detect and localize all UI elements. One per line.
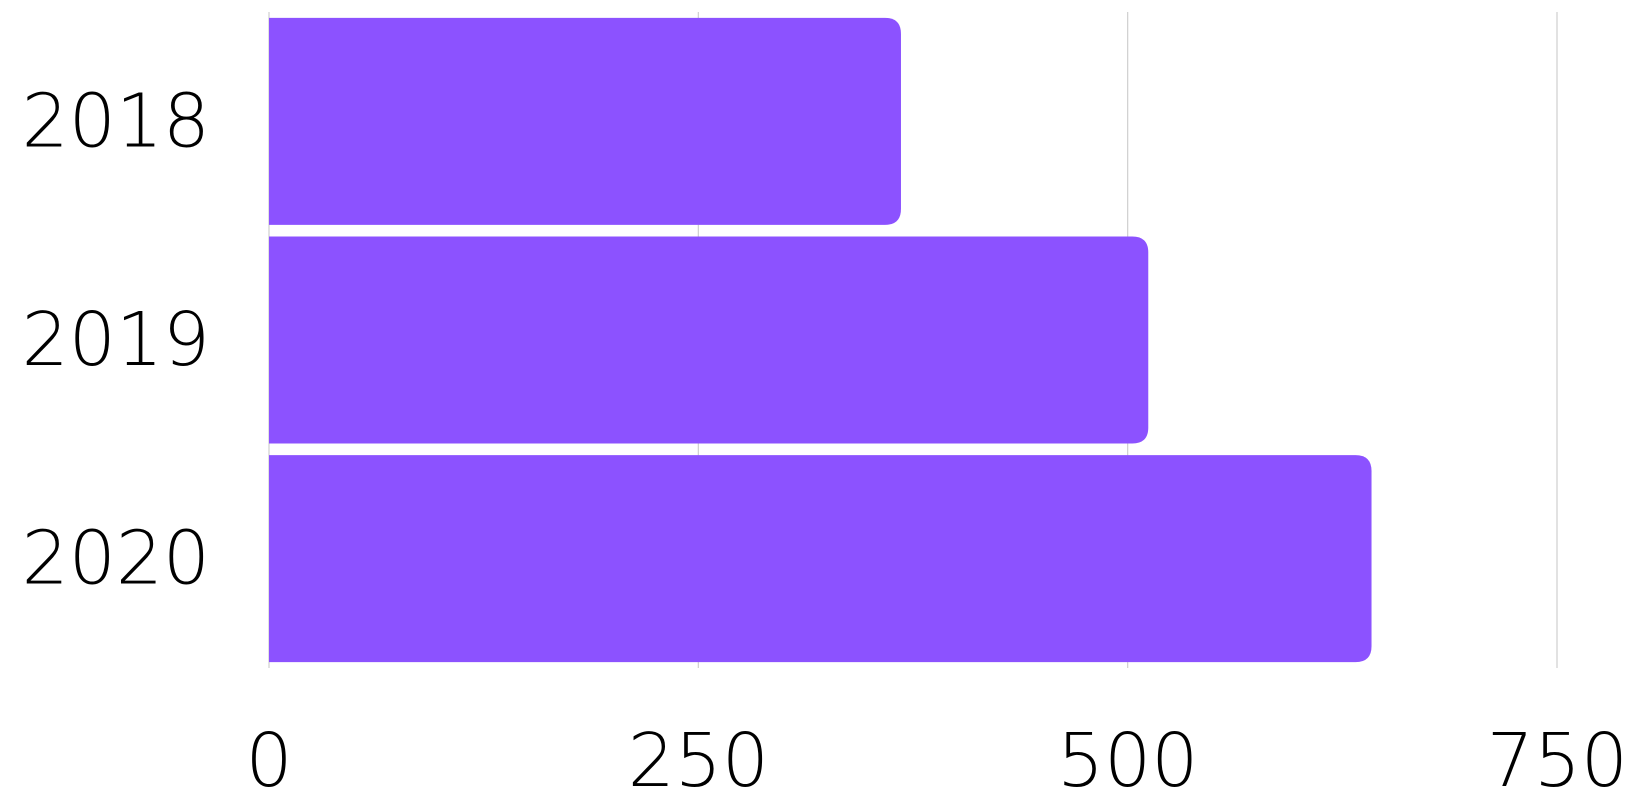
bar-2020: [269, 455, 1372, 663]
x-tick-label-500: 500: [1057, 718, 1198, 793]
x-tick-label-750: 750: [1487, 718, 1628, 793]
x-tick-label-250: 250: [628, 718, 769, 793]
bar-2018: [269, 17, 901, 225]
category-label-2020: 2020: [22, 516, 210, 602]
x-tick-label-0: 0: [245, 718, 292, 793]
bar-2019: [269, 236, 1149, 444]
category-labels: 2018 2019 2020: [22, 78, 210, 601]
category-label-2018: 2018: [22, 78, 210, 164]
bars: [269, 17, 1372, 663]
category-label-2019: 2019: [22, 297, 210, 383]
x-tick-labels: 0 250 500 750: [245, 718, 1628, 793]
